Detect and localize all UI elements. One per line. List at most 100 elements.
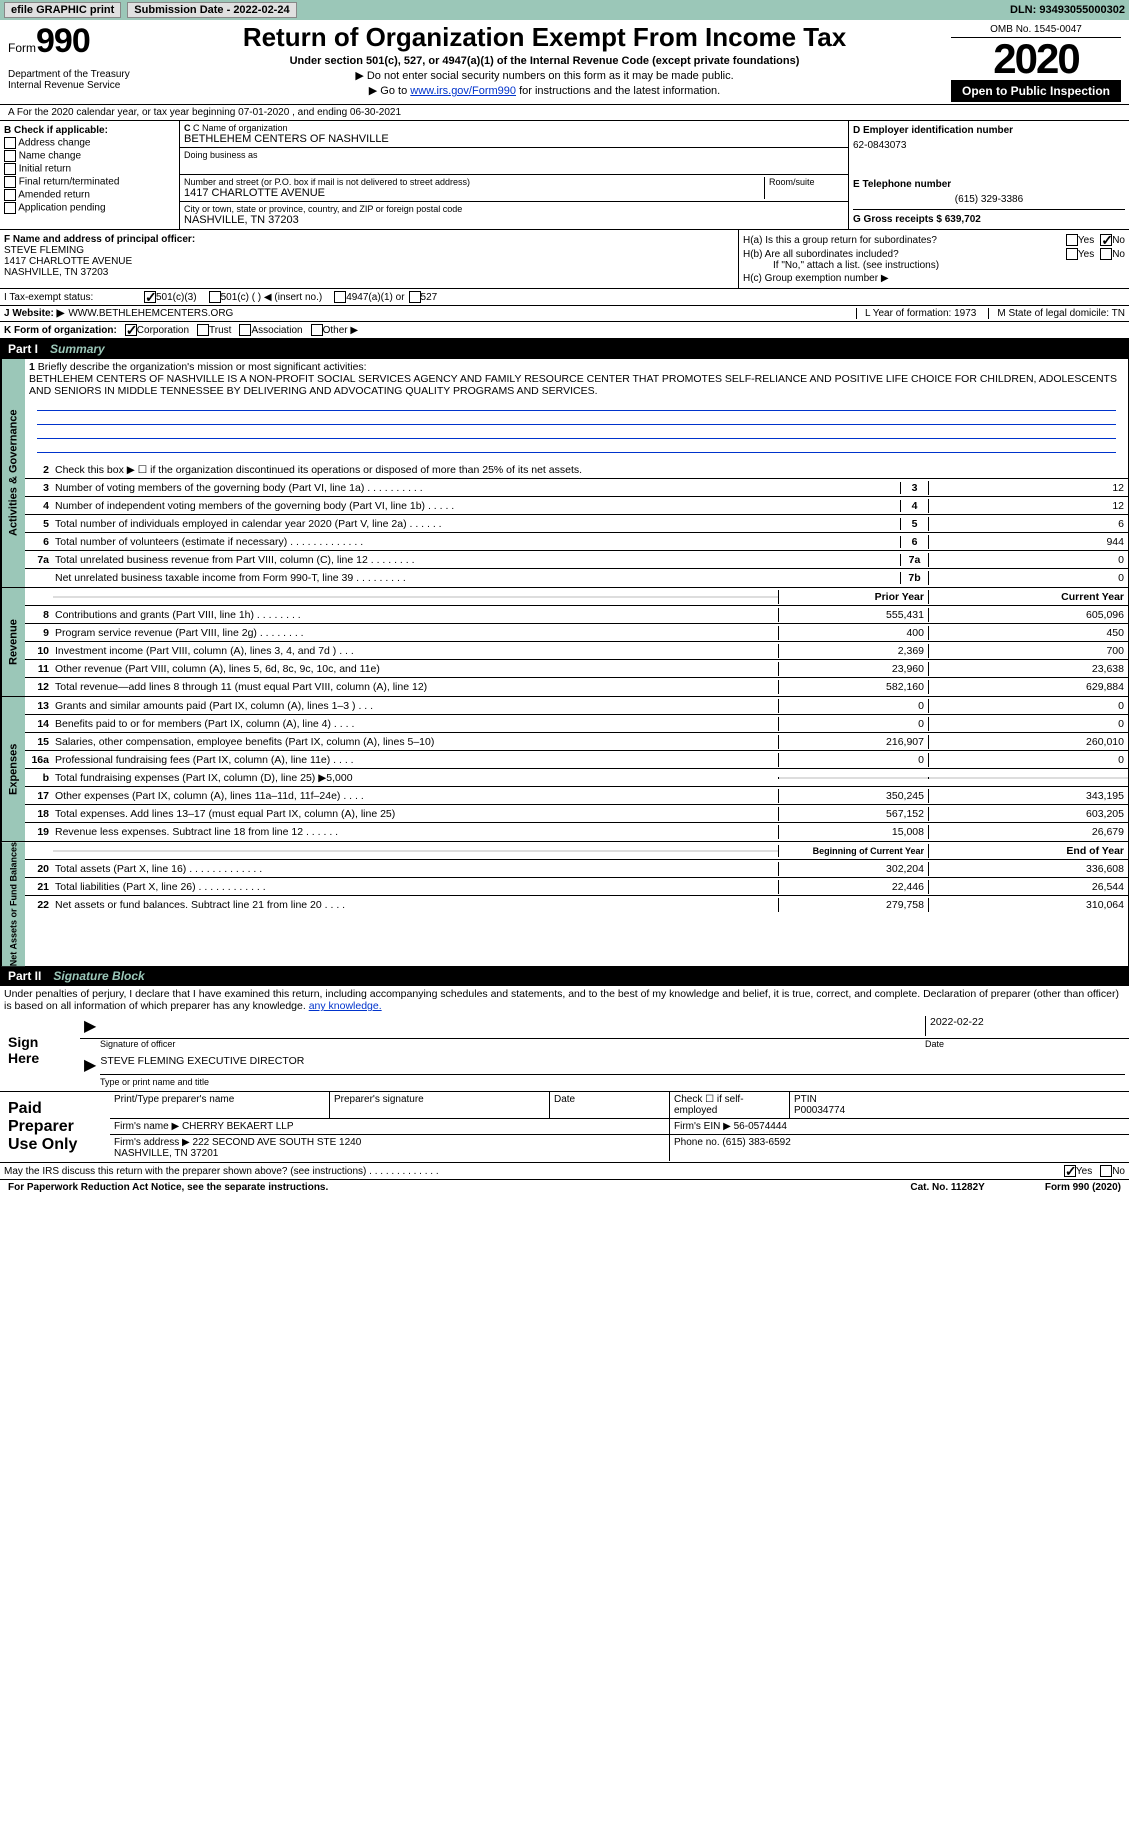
table-row: 20Total assets (Part X, line 16) . . . .…	[25, 860, 1128, 878]
section-b: B Check if applicable: Address change Na…	[0, 121, 180, 229]
underline	[37, 411, 1116, 425]
paid-preparer-block: Paid Preparer Use Only Print/Type prepar…	[0, 1092, 1129, 1163]
org-name: BETHLEHEM CENTERS OF NASHVILLE	[184, 133, 844, 145]
state-domicile: M State of legal domicile: TN	[988, 308, 1125, 319]
table-row: 9Program service revenue (Part VIII, lin…	[25, 624, 1128, 642]
ha-yes-checkbox[interactable]	[1066, 234, 1078, 246]
website: WWW.BETHLEHEMCENTERS.ORG	[68, 308, 233, 319]
line-a: A For the 2020 calendar year, or tax yea…	[0, 105, 1129, 121]
form-subtitle: Under section 501(c), 527, or 4947(a)(1)…	[138, 55, 951, 67]
title-column: Return of Organization Exempt From Incom…	[138, 22, 951, 97]
section-b-item[interactable]: Name change	[4, 150, 175, 162]
instructions-note: ▶ Go to www.irs.gov/Form990 for instruct…	[138, 84, 951, 97]
firm-phone: (615) 383-6592	[722, 1137, 790, 1148]
row-jlm: J Website: ▶ WWW.BETHLEHEMCENTERS.ORG L …	[0, 306, 1129, 322]
other-checkbox[interactable]	[311, 324, 323, 336]
paid-preparer-label: Paid Preparer Use Only	[0, 1092, 110, 1162]
form-number: 990	[36, 22, 90, 60]
revenue-header-row: Prior Year Current Year	[25, 588, 1128, 606]
form-header: Form990 Department of the Treasury Inter…	[0, 20, 1129, 105]
street-address: 1417 CHARLOTTE AVENUE	[184, 187, 764, 199]
tax-year: 2020	[951, 38, 1121, 80]
underline	[37, 397, 1116, 411]
officer-name-title: STEVE FLEMING EXECUTIVE DIRECTOR	[100, 1055, 1125, 1075]
section-c-wrapper: C C Name of organization BETHLEHEM CENTE…	[180, 121, 1129, 229]
year-box: OMB No. 1545-0047 2020 Open to Public In…	[951, 22, 1121, 102]
table-row: 6Total number of volunteers (estimate if…	[25, 533, 1128, 551]
4947-checkbox[interactable]	[334, 291, 346, 303]
table-row: 12Total revenue—add lines 8 through 11 (…	[25, 678, 1128, 696]
department-label: Department of the Treasury Internal Reve…	[8, 69, 138, 91]
vtab-revenue: Revenue	[1, 588, 25, 696]
vtab-governance: Activities & Governance	[1, 359, 25, 587]
section-bcde: B Check if applicable: Address change Na…	[0, 121, 1129, 230]
corp-checkbox[interactable]	[125, 324, 137, 336]
assoc-checkbox[interactable]	[239, 324, 251, 336]
table-row: bTotal fundraising expenses (Part IX, co…	[25, 769, 1128, 787]
form-ref: Form 990 (2020)	[1045, 1182, 1121, 1193]
submission-date-button[interactable]: Submission Date - 2022-02-24	[127, 2, 296, 18]
part1-header: Part I Summary	[0, 340, 1129, 358]
501c3-checkbox[interactable]	[144, 291, 156, 303]
firm-name: CHERRY BEKAERT LLP	[182, 1121, 294, 1132]
table-row: 7aTotal unrelated business revenue from …	[25, 551, 1128, 569]
ein-cell: D Employer identification number 62-0843…	[853, 125, 1125, 151]
part2-header: Part II Signature Block	[0, 967, 1129, 985]
discuss-yes-checkbox[interactable]	[1064, 1165, 1076, 1177]
gross-receipts: G Gross receipts $ 639,702	[853, 209, 1125, 225]
ha-no-checkbox[interactable]	[1100, 234, 1112, 246]
form-word: Form	[8, 41, 36, 55]
table-row: 8Contributions and grants (Part VIII, li…	[25, 606, 1128, 624]
527-checkbox[interactable]	[409, 291, 421, 303]
table-row: 21Total liabilities (Part X, line 26) . …	[25, 878, 1128, 896]
vtab-expenses: Expenses	[1, 697, 25, 841]
discuss-no-checkbox[interactable]	[1100, 1165, 1112, 1177]
section-b-item[interactable]: Address change	[4, 137, 175, 149]
section-b-item[interactable]: Application pending	[4, 202, 175, 214]
sign-date: 2022-02-22	[925, 1016, 1125, 1036]
table-row: 15Salaries, other compensation, employee…	[25, 733, 1128, 751]
sign-here-label: Sign Here	[0, 1014, 80, 1091]
table-row: 18Total expenses. Add lines 13–17 (must …	[25, 805, 1128, 823]
expenses-section: Expenses 13Grants and similar amounts pa…	[0, 697, 1129, 842]
open-to-public: Open to Public Inspection	[951, 80, 1121, 102]
mission-text: BETHLEHEM CENTERS OF NASHVILLE IS A NON-…	[29, 373, 1117, 397]
vtab-net-assets: Net Assets or Fund Balances	[1, 842, 25, 966]
na-header-row: Beginning of Current Year End of Year	[25, 842, 1128, 860]
underline	[37, 439, 1116, 453]
trust-checkbox[interactable]	[197, 324, 209, 336]
section-b-item[interactable]: Initial return	[4, 163, 175, 175]
table-row: 22Net assets or fund balances. Subtract …	[25, 896, 1128, 914]
city-state-zip: NASHVILLE, TN 37203	[184, 214, 844, 226]
penalties-text: Under penalties of perjury, I declare th…	[0, 986, 1129, 1014]
501c-checkbox[interactable]	[209, 291, 221, 303]
efile-button[interactable]: efile GRAPHIC print	[4, 2, 121, 18]
table-row: 11Other revenue (Part VIII, column (A), …	[25, 660, 1128, 678]
footer: For Paperwork Reduction Act Notice, see …	[0, 1180, 1129, 1195]
section-b-item[interactable]: Final return/terminated	[4, 176, 175, 188]
activities-governance-section: Activities & Governance 1 Briefly descri…	[0, 358, 1129, 588]
row-i: I Tax-exempt status: 501(c)(3) 501(c) ( …	[0, 289, 1129, 306]
section-fh: F Name and address of principal officer:…	[0, 230, 1129, 289]
telephone-value: (615) 329-3386	[853, 194, 1125, 205]
officer-name: STEVE FLEMING	[4, 245, 734, 256]
section-b-item[interactable]: Amended return	[4, 189, 175, 201]
ein-value: 62-0843073	[853, 140, 1125, 151]
table-row: 4Number of independent voting members of…	[25, 497, 1128, 515]
arrow-icon: ▶	[84, 1016, 96, 1036]
table-row: 10Investment income (Part VIII, column (…	[25, 642, 1128, 660]
revenue-section: Revenue Prior Year Current Year 8Contrib…	[0, 588, 1129, 697]
instructions-link[interactable]: www.irs.gov/Form990	[410, 85, 516, 97]
firm-ein: 56-0574444	[734, 1121, 787, 1132]
arrow-icon: ▶	[84, 1055, 96, 1075]
section-b-header: B Check if applicable:	[4, 125, 175, 136]
hb-yes-checkbox[interactable]	[1066, 248, 1078, 260]
row-k: K Form of organization: Corporation Trus…	[0, 322, 1129, 340]
underline	[37, 425, 1116, 439]
table-row: 19Revenue less expenses. Subtract line 1…	[25, 823, 1128, 841]
table-row: 2Check this box ▶ ☐ if the organization …	[25, 461, 1128, 479]
hb-no-checkbox[interactable]	[1100, 248, 1112, 260]
any-knowledge-link[interactable]: any knowledge.	[309, 1000, 382, 1012]
org-name-cell: C C Name of organization BETHLEHEM CENTE…	[180, 121, 848, 148]
discuss-row: May the IRS discuss this return with the…	[0, 1163, 1129, 1180]
